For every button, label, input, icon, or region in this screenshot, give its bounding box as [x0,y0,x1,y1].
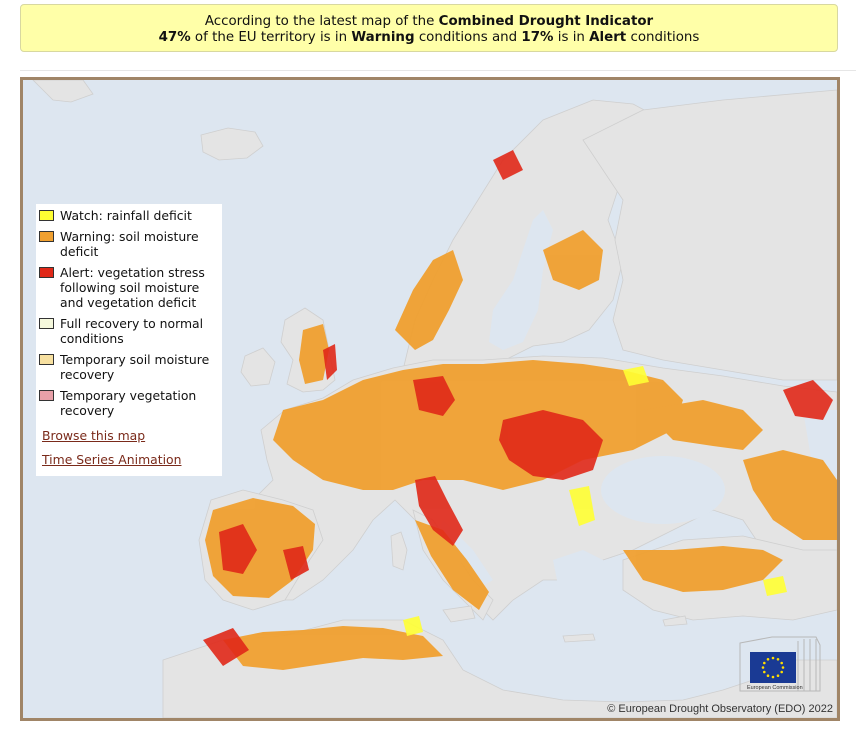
banner-line-2: 47% of the EU territory is in Warning co… [21,30,837,46]
legend-label: Watch: rainfall deficit [60,208,192,223]
divider [20,70,856,71]
europe-map-graphic [32,80,837,718]
legend-swatch-temp-soil-recovery [39,354,54,365]
banner-line-1: According to the latest map of the Combi… [21,14,837,30]
banner-text: is in [553,30,590,45]
legend-item-temp-soil-recovery: Temporary soil moisture recovery [39,352,218,382]
copyright-notice: © European Drought Observatory (EDO) 202… [607,703,833,715]
european-commission-logo: European Commission [732,635,824,697]
warning-label: Warning [351,30,415,45]
banner-text: conditions and [414,30,522,45]
legend-swatch-watch [39,210,54,221]
banner-text: According to the latest map of the [204,14,439,29]
legend-label: Temporary soil moisture recovery [60,352,210,382]
legend-label: Alert: vegetation stress following soil … [60,265,205,310]
legend-swatch-full-recovery [39,318,54,329]
legend-swatch-warning [39,231,54,242]
alert-percentage: 17% [521,30,554,45]
legend-label: Temporary vegetation recovery [60,388,197,418]
legend-label: Full recovery to normal conditions [60,316,204,346]
time-series-animation-link[interactable]: Time Series Animation [42,452,182,467]
legend-item-watch: Watch: rainfall deficit [39,208,218,223]
legend-item-warning: Warning: soil moisture deficit [39,229,218,259]
legend-label: Warning: soil moisture deficit [60,229,199,259]
legend-swatch-temp-veg-recovery [39,390,54,401]
map-legend: Watch: rainfall deficit Warning: soil mo… [36,204,222,476]
ec-building-icon [739,636,821,692]
banner-text: conditions [626,30,700,45]
legend-swatch-alert [39,267,54,278]
drought-map[interactable]: Watch: rainfall deficit Warning: soil mo… [20,77,840,721]
alert-label: Alert [589,30,627,45]
legend-item-full-recovery: Full recovery to normal conditions [39,316,218,346]
eu-flag-icon [750,652,796,683]
ec-caption: European Commission [747,685,803,691]
indicator-name: Combined Drought Indicator [438,14,654,29]
legend-item-temp-veg-recovery: Temporary vegetation recovery [39,388,218,418]
drought-summary-banner: According to the latest map of the Combi… [20,4,838,52]
browse-map-link[interactable]: Browse this map [42,428,146,443]
banner-text: of the EU territory is in [190,30,352,45]
legend-item-alert: Alert: vegetation stress following soil … [39,265,218,310]
warning-percentage: 47% [158,30,191,45]
